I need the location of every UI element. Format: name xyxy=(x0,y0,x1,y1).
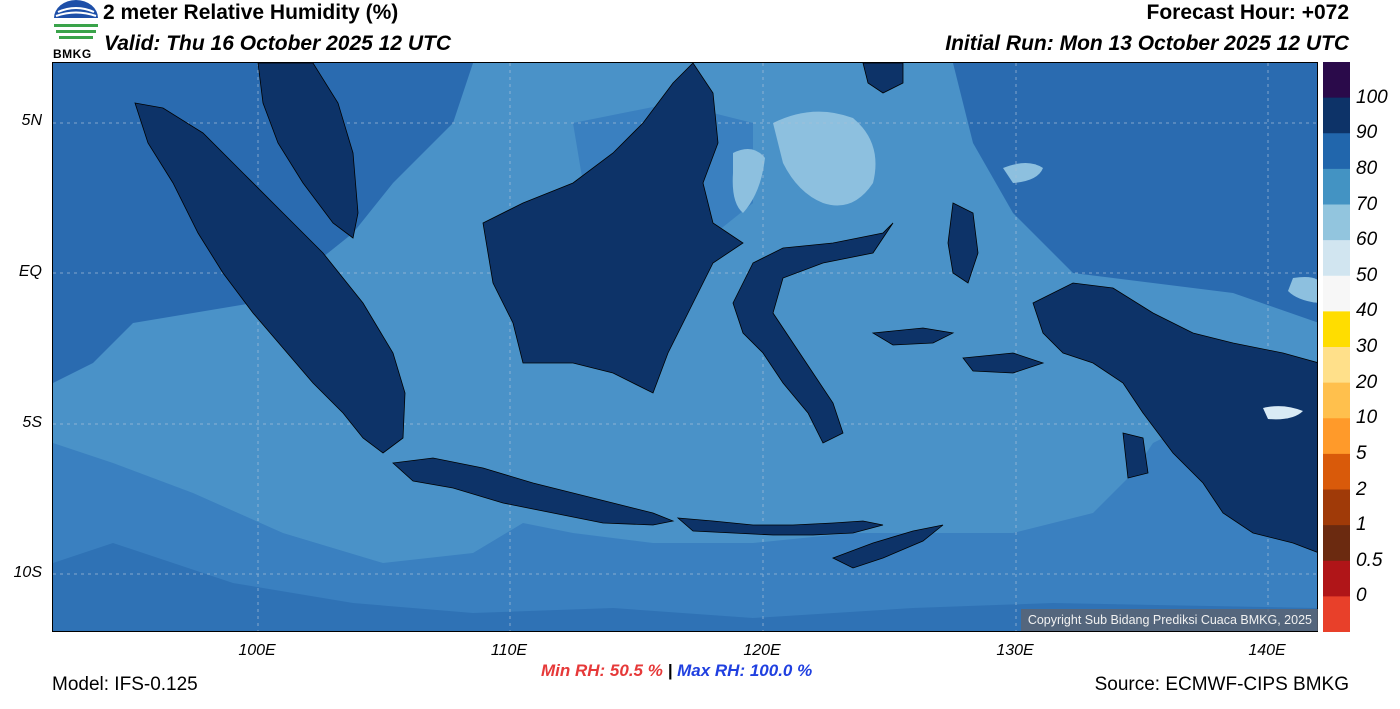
colorbar-label: 0.5 xyxy=(1356,549,1383,571)
valid-time: Valid: Thu 16 October 2025 12 UTC xyxy=(104,32,451,55)
min-rh: Min RH: 50.5 % xyxy=(541,661,663,680)
halmahera xyxy=(947,202,979,284)
lon-label-110e: 110E xyxy=(490,642,528,659)
dry-patch-3 xyxy=(1003,163,1043,183)
map-title: 2 meter Relative Humidity (%) xyxy=(103,1,399,24)
java xyxy=(392,457,675,526)
new-guinea xyxy=(1032,282,1317,553)
colorbar-label: 40 xyxy=(1356,300,1378,322)
colorbar-segment xyxy=(1323,489,1350,526)
colorbar-segment xyxy=(1323,596,1350,633)
colorbar-segment xyxy=(1323,453,1350,491)
sulawesi xyxy=(732,222,894,444)
colorbar-label: 0 xyxy=(1356,585,1367,607)
colorbar-label: 90 xyxy=(1356,122,1378,144)
rh-stats: Min RH: 50.5 % | Max RH: 100.0 % xyxy=(541,661,812,681)
humid-zone-indian xyxy=(53,543,1317,631)
colorbar-label: 10 xyxy=(1356,407,1378,429)
stats-separator: | xyxy=(667,661,673,680)
landmasses xyxy=(134,63,1317,569)
colorbar-label: 50 xyxy=(1356,264,1378,286)
colorbar-segment xyxy=(1323,418,1350,455)
buru-seram-w xyxy=(871,327,955,346)
colorbar-label: 20 xyxy=(1356,371,1378,393)
colorbar-segment xyxy=(1323,347,1350,384)
model-label: Model: IFS-0.125 xyxy=(52,674,198,695)
colorbar-label: 30 xyxy=(1356,336,1378,357)
colorbar-segment xyxy=(1323,311,1350,348)
colorbar-segment xyxy=(1323,168,1350,206)
lon-label-130e: 130E xyxy=(996,642,1034,659)
colorbar-label: 2 xyxy=(1356,478,1367,500)
colorbar-label: 5 xyxy=(1356,442,1367,464)
colorbar-segment xyxy=(1323,525,1350,562)
humid-zone-northeast xyxy=(953,63,1317,323)
colorbar-label: 70 xyxy=(1356,193,1378,215)
sumatra xyxy=(134,102,406,454)
malay-peninsula xyxy=(257,63,359,239)
humid-zone-south xyxy=(53,393,1317,631)
dry-patch-2 xyxy=(732,149,765,213)
borneo xyxy=(482,63,744,394)
lon-label-120e: 120E xyxy=(743,642,781,659)
lat-label-5n: 5N xyxy=(21,112,42,129)
mindanao-tip xyxy=(862,63,904,94)
humidity-map xyxy=(52,62,1318,632)
lat-label-5s: 5S xyxy=(22,414,42,431)
bmkg-logo xyxy=(50,0,102,60)
colorbar-segment xyxy=(1323,204,1350,241)
timor xyxy=(832,524,944,569)
colorbar-segment xyxy=(1323,275,1350,312)
colorbar-label: 1 xyxy=(1356,514,1367,536)
lat-label-10s: 10S xyxy=(13,564,42,581)
dry-patch-1 xyxy=(773,111,876,206)
source-label: Source: ECMWF-CIPS BMKG xyxy=(1094,674,1349,695)
colorbar-label: 80 xyxy=(1356,157,1378,179)
aru-islands xyxy=(1122,432,1149,479)
colorbar-segment xyxy=(1323,62,1350,99)
colorbar-segment xyxy=(1323,240,1350,277)
lon-label-140e: 140E xyxy=(1248,642,1286,659)
lat-label-eq: EQ xyxy=(18,263,42,280)
initial-run: Initial Run: Mon 13 October 2025 12 UTC xyxy=(945,32,1349,55)
colorbar-segment xyxy=(1323,560,1350,597)
forecast-hour: Forecast Hour: +072 xyxy=(1146,1,1350,24)
colorbar-label: 100 xyxy=(1356,86,1388,108)
dry-patch-highlands xyxy=(1263,406,1303,420)
copyright-notice: Copyright Sub Bidang Prediksi Cuaca BMKG… xyxy=(1020,609,1318,631)
nusa-tenggara xyxy=(676,517,884,536)
colorbar-label: 60 xyxy=(1356,229,1378,251)
colorbar-segment xyxy=(1323,133,1350,170)
colorbar-segment xyxy=(1323,382,1350,419)
max-rh: Max RH: 100.0 % xyxy=(677,661,813,680)
logo-text: BMKG xyxy=(53,47,92,61)
colorbar-segment xyxy=(1323,97,1350,134)
lon-label-100e: 100E xyxy=(238,642,276,659)
colorbar xyxy=(1323,62,1350,633)
seram xyxy=(962,352,1045,374)
dry-patch-4 xyxy=(1288,277,1317,303)
